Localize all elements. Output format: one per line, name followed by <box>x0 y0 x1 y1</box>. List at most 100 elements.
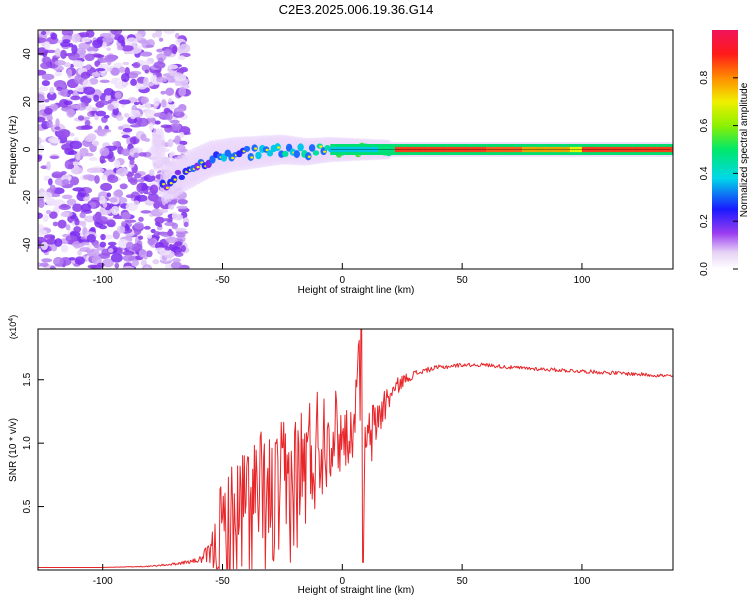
spectrogram-y-label: Frequency (Hz) <box>8 116 19 185</box>
spectrogram-cell <box>106 192 112 198</box>
spectrogram-cell <box>75 151 81 161</box>
spectrogram-cell <box>157 223 163 228</box>
spectrogram-cell <box>80 125 93 130</box>
spectrogram-cell <box>103 114 110 119</box>
spectrogram-cell <box>145 101 151 110</box>
spectrogram-cell <box>110 67 120 76</box>
spectrogram-cell <box>162 182 166 186</box>
spectrogram-cell <box>129 158 135 166</box>
spectrogram-cell <box>167 98 173 103</box>
spectrogram-cell <box>68 52 80 61</box>
spectrogram-cell <box>60 211 70 217</box>
spectrogram-cell <box>114 262 120 269</box>
spectrogram-cell <box>152 32 157 38</box>
spectrogram-cell <box>319 145 323 148</box>
spectrogram-cell <box>79 212 86 219</box>
spectrogram-cell <box>42 214 49 222</box>
spectrogram-cell <box>68 150 78 156</box>
spectrogram-cell <box>69 176 80 186</box>
snr-x-tick-label: 0 <box>340 576 346 587</box>
snr-y-label: SNR (10 * v/v) <box>8 418 19 482</box>
snr-series-line <box>38 329 673 570</box>
spectrogram-cell <box>84 100 89 107</box>
spectrogram-cell <box>176 205 188 210</box>
spectrogram-cell <box>168 203 175 210</box>
spectrogram-cell <box>60 88 71 97</box>
spectrogram-cell <box>148 122 154 131</box>
spectrogram-cell <box>46 91 57 101</box>
colorbar: 0.0 0.2 0.4 0.6 0.8 Normalized spectral ampl… <box>699 30 750 276</box>
spectrogram-cell <box>138 105 147 109</box>
colorbar-gradient <box>712 30 738 269</box>
spectrogram-cell <box>43 41 51 50</box>
spectrogram-cell <box>63 100 73 106</box>
spectrogram-cell <box>164 246 172 251</box>
spectrogram-cell <box>74 218 80 226</box>
spectrogram-cell <box>157 128 166 171</box>
spectrogram-cell <box>38 93 45 104</box>
spectrogram-cell <box>100 182 113 192</box>
spectrogram-cell <box>38 86 49 92</box>
spectrogram-cell <box>57 219 67 229</box>
snr-x-label: Height of straight line (km) <box>298 585 415 596</box>
spectrogram-cell <box>111 205 120 216</box>
figure-title: C2E3.2025.006.19.36.G14 <box>279 2 434 17</box>
spectrogram-cell <box>60 41 71 48</box>
spectrogram-cell <box>50 138 61 144</box>
spectrogram-cell <box>153 231 161 237</box>
spectrogram-cell <box>140 60 152 66</box>
spectrogram-cell <box>50 32 58 40</box>
spectrogram-cell <box>209 155 216 164</box>
snr-y-tick-label: 1.5 <box>22 372 33 386</box>
spectrogram-cell <box>72 187 85 192</box>
spectrogram-cell <box>125 241 134 250</box>
spectrogram-x-tick-label: 100 <box>574 275 591 286</box>
spectrogram-cell <box>40 262 49 267</box>
spectrogram-cell <box>144 109 157 119</box>
spectrogram-cell <box>100 70 107 77</box>
spectrogram-cell <box>139 51 153 57</box>
spectrogram-cell <box>69 140 83 150</box>
spectrogram-cell <box>87 264 98 269</box>
spectrogram-cell <box>43 98 50 103</box>
spectrogram-cell <box>106 47 111 51</box>
spectrogram-cell <box>135 194 148 202</box>
spectrogram-cell <box>121 148 131 156</box>
spectrogram-cell <box>180 245 186 253</box>
spectrogram-cell <box>265 148 269 152</box>
spectrogram-cell <box>45 197 56 206</box>
spectrogram-cell <box>71 44 78 55</box>
spectrogram-cell <box>49 211 58 219</box>
spectrogram-cell <box>138 216 144 222</box>
spectrogram-cell <box>40 30 47 36</box>
spectrogram-cell <box>69 132 75 137</box>
spectrogram-cell <box>85 104 93 112</box>
spectrogram-y-tick-label: -20 <box>22 190 33 205</box>
spectrogram-cell <box>64 159 74 170</box>
spectrogram-cell <box>165 112 173 121</box>
colorbar-ticks: 0.0 0.2 0.4 0.6 0.8 <box>699 70 738 276</box>
spectrogram-cell <box>93 94 100 102</box>
spectrogram-cell <box>161 99 167 108</box>
spectrogram-cell <box>77 115 85 121</box>
spectrogram-cell <box>70 95 81 101</box>
spectrogram-cell <box>138 235 144 240</box>
spectrogram-cell <box>91 71 101 78</box>
spectrogram-cell <box>174 169 182 176</box>
spectrogram-cell <box>90 226 96 233</box>
spectrogram-cell <box>110 30 123 36</box>
spectrogram-cell <box>49 184 56 192</box>
spectrogram-cell <box>297 143 304 152</box>
spectrogram-cell <box>54 47 61 57</box>
spectrogram-cell <box>67 89 74 95</box>
spectrogram-cell <box>145 250 153 258</box>
spectrogram-cell <box>136 179 146 183</box>
spectrogram-cell <box>38 229 48 236</box>
spectrogram-cell <box>143 266 151 269</box>
spectrogram-cell <box>71 33 81 43</box>
spectrogram-cell <box>61 30 74 37</box>
spectrogram-cell <box>176 135 181 143</box>
spectrogram-cell <box>41 80 51 87</box>
spectrogram-cell <box>133 101 140 106</box>
spectrogram-cell <box>164 221 176 227</box>
